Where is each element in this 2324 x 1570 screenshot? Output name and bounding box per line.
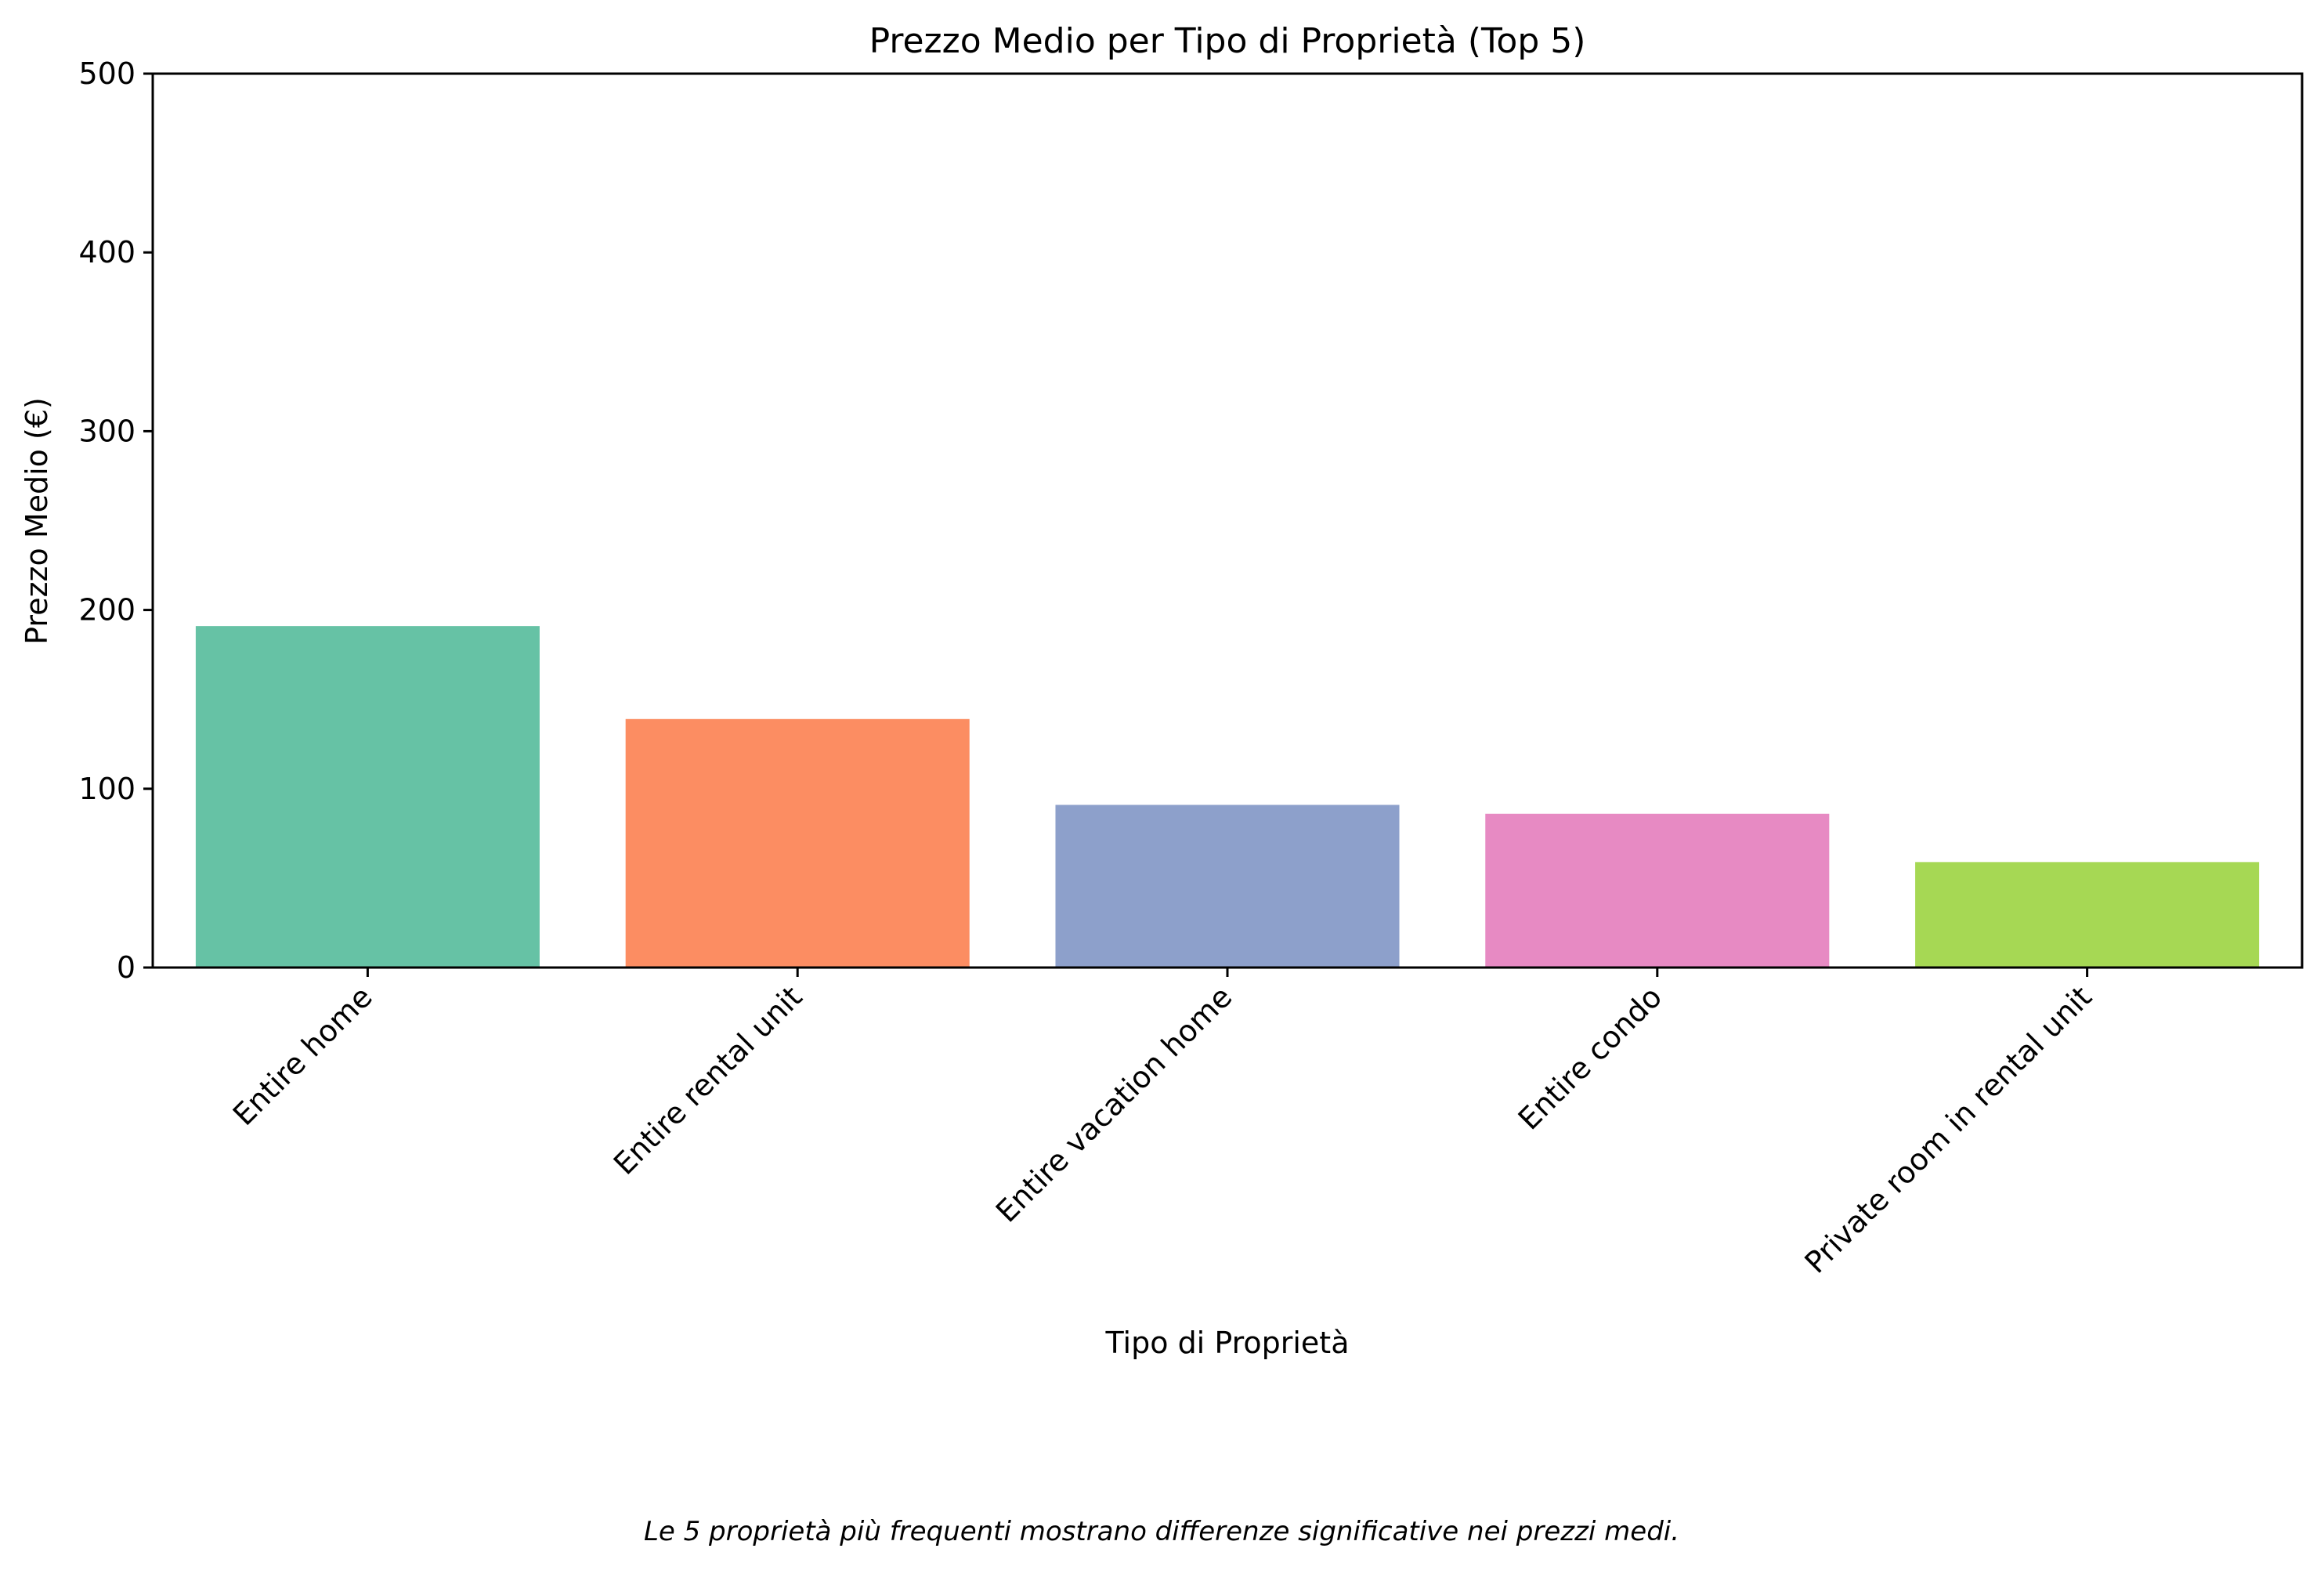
x-axis-label: Tipo di Proprietà [1105,1326,1350,1360]
y-tick-label: 0 [117,950,136,985]
y-tick-label: 200 [78,593,136,628]
bars-group [195,626,2260,968]
y-tick-label: 300 [78,414,136,448]
y-axis: 0 100 200 300 400 500 [78,56,153,985]
y-tick-label: 400 [78,235,136,270]
bar [1485,813,1830,968]
bar [1055,805,1400,968]
y-tick-label: 100 [78,772,136,806]
bar [1915,862,2260,968]
plot-frame [151,72,2304,969]
y-axis-label: Prezzo Medio (€) [20,397,54,645]
bar [625,718,970,968]
chart-title: Prezzo Medio per Tipo di Proprietà (Top … [869,21,1586,61]
bar [195,626,540,968]
chart-caption: Le 5 proprietà più frequenti mostrano di… [644,1516,1679,1547]
y-tick-label: 500 [78,56,136,91]
